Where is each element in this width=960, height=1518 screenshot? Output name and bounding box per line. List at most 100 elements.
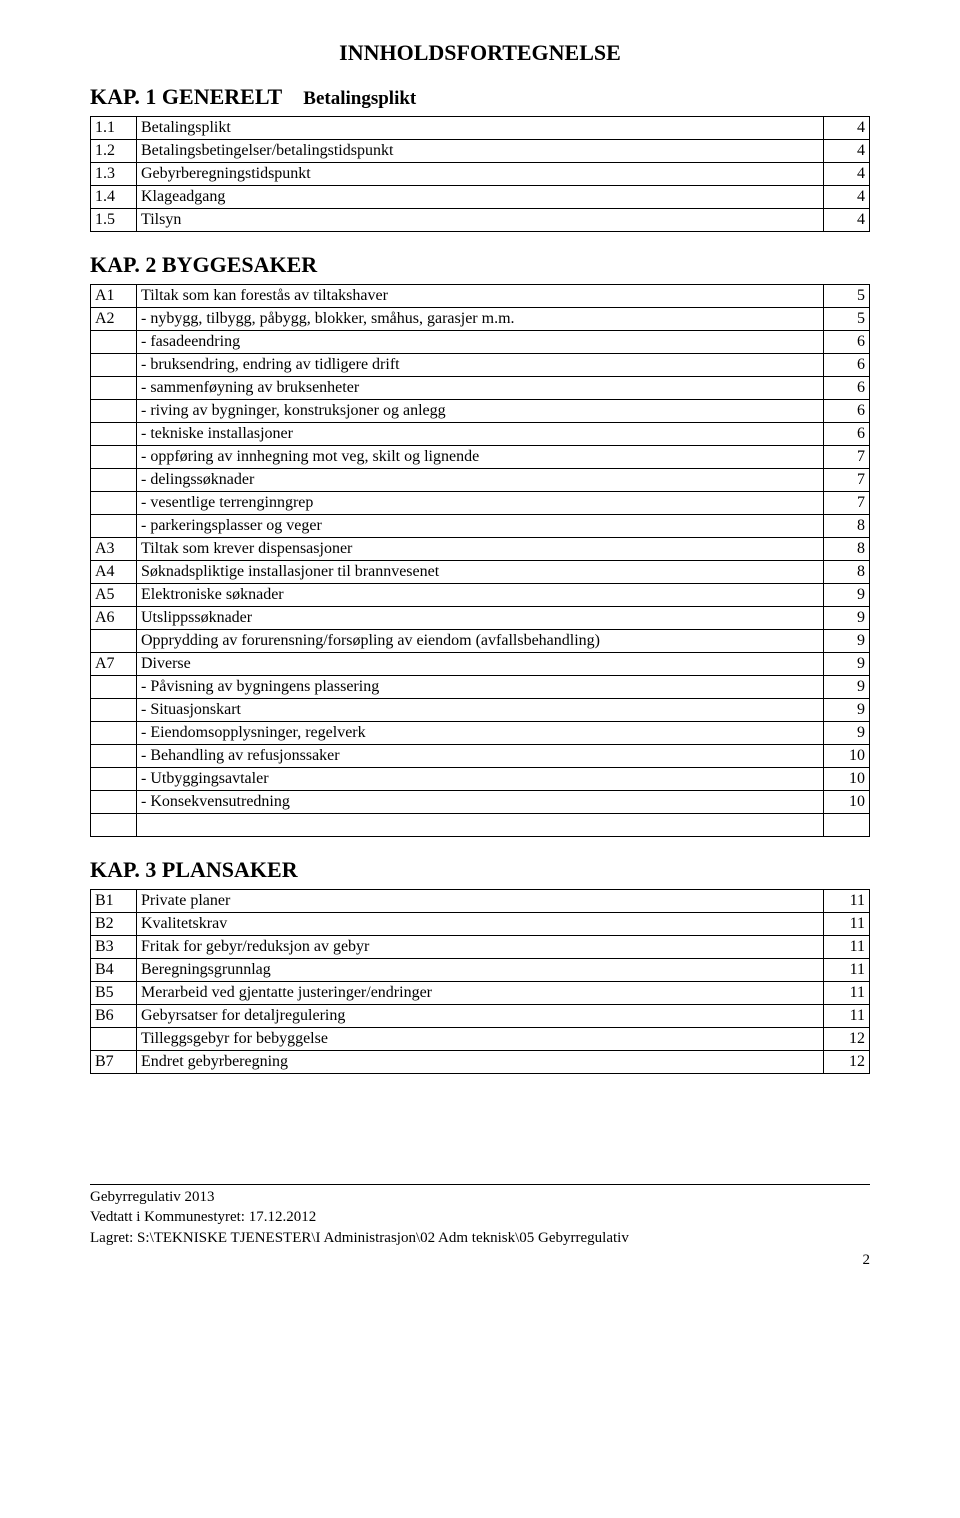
footer-line1: Gebyrregulativ 2013 xyxy=(90,1187,870,1207)
table-row: - riving av bygninger, konstruksjoner og… xyxy=(91,400,870,423)
table-row: A5 Elektroniske søknader 9 xyxy=(91,584,870,607)
row-code: B5 xyxy=(91,982,137,1005)
row-label: Opprydding av forurensning/forsøpling av… xyxy=(137,630,824,653)
row-label: Kvalitetskrav xyxy=(137,913,824,936)
row-code xyxy=(91,515,137,538)
row-page: 11 xyxy=(824,913,870,936)
kap2-tbody: A1 Tiltak som kan forestås av tiltakshav… xyxy=(91,285,870,837)
row-code: A1 xyxy=(91,285,137,308)
row-page: 8 xyxy=(824,538,870,561)
row-page: 4 xyxy=(824,186,870,209)
table-row: - bruksendring, endring av tidligere dri… xyxy=(91,354,870,377)
row-page: 11 xyxy=(824,982,870,1005)
row-code xyxy=(91,699,137,722)
row-label: Gebyrsatser for detaljregulering xyxy=(137,1005,824,1028)
kap3-tbody: B1 Private planer 11 B2 Kvalitetskrav 11… xyxy=(91,890,870,1074)
row-label: - fasadeendring xyxy=(137,331,824,354)
footer-rule xyxy=(90,1184,870,1185)
table-row: - oppføring av innhegning mot veg, skilt… xyxy=(91,446,870,469)
row-code: A6 xyxy=(91,607,137,630)
row-code: B3 xyxy=(91,936,137,959)
row-label: Tiltak som kan forestås av tiltakshaver xyxy=(137,285,824,308)
table-row: - Behandling av refusjonssaker 10 xyxy=(91,745,870,768)
table-row: - fasadeendring 6 xyxy=(91,331,870,354)
row-page: 5 xyxy=(824,308,870,331)
page-number: 2 xyxy=(90,1250,870,1270)
row-label: - Utbyggingsavtaler xyxy=(137,768,824,791)
row-label: Søknadspliktige installasjoner til brann… xyxy=(137,561,824,584)
row-code xyxy=(91,745,137,768)
row-label: Endret gebyrberegning xyxy=(137,1051,824,1074)
row-label: - nybygg, tilbygg, påbygg, blokker, småh… xyxy=(137,308,824,331)
table-row: - Situasjonskart 9 xyxy=(91,699,870,722)
kap1-heading: KAP. 1 GENERELT Betalingsplikt xyxy=(90,84,870,110)
table-row: A3 Tiltak som krever dispensasjoner 8 xyxy=(91,538,870,561)
row-page: 4 xyxy=(824,117,870,140)
row-code xyxy=(91,791,137,814)
row-label: - Eiendomsopplysninger, regelverk xyxy=(137,722,824,745)
row-code xyxy=(91,400,137,423)
table-row: A7 Diverse 9 xyxy=(91,653,870,676)
row-code: A2 xyxy=(91,308,137,331)
row-page: 11 xyxy=(824,936,870,959)
row-page: 11 xyxy=(824,890,870,913)
kap2-heading: KAP. 2 BYGGESAKER xyxy=(90,252,870,278)
row-label: Klageadgang xyxy=(137,186,824,209)
row-code: A5 xyxy=(91,584,137,607)
document-title: INNHOLDSFORTEGNELSE xyxy=(90,40,870,66)
kap1-subheading: Betalingsplikt xyxy=(303,88,416,109)
table-row: B6 Gebyrsatser for detaljregulering 11 xyxy=(91,1005,870,1028)
kap1-heading-text: KAP. 1 GENERELT xyxy=(90,84,282,109)
row-code xyxy=(91,630,137,653)
table-row: B1 Private planer 11 xyxy=(91,890,870,913)
row-page: 9 xyxy=(824,653,870,676)
table-row: B3 Fritak for gebyr/reduksjon av gebyr 1… xyxy=(91,936,870,959)
row-page: 9 xyxy=(824,676,870,699)
row-page: 11 xyxy=(824,959,870,982)
row-code: 1.1 xyxy=(91,117,137,140)
row-code: 1.3 xyxy=(91,163,137,186)
row-code xyxy=(91,423,137,446)
row-code: 1.5 xyxy=(91,209,137,232)
row-code xyxy=(91,469,137,492)
row-label: Tilsyn xyxy=(137,209,824,232)
row-page: 9 xyxy=(824,607,870,630)
row-label: Utslippssøknader xyxy=(137,607,824,630)
row-page: 7 xyxy=(824,469,870,492)
table-row: - delingssøknader 7 xyxy=(91,469,870,492)
row-page: 11 xyxy=(824,1005,870,1028)
row-page: 9 xyxy=(824,699,870,722)
row-code xyxy=(91,354,137,377)
row-label: Betalingsbetingelser/betalingstidspunkt xyxy=(137,140,824,163)
row-label: - delingssøknader xyxy=(137,469,824,492)
row-code xyxy=(91,446,137,469)
row-label: Betalingsplikt xyxy=(137,117,824,140)
row-label: - Påvisning av bygningens plassering xyxy=(137,676,824,699)
row-label: - oppføring av innhegning mot veg, skilt… xyxy=(137,446,824,469)
row-label: - riving av bygninger, konstruksjoner og… xyxy=(137,400,824,423)
table-row: - Påvisning av bygningens plassering 9 xyxy=(91,676,870,699)
row-label: - tekniske installasjoner xyxy=(137,423,824,446)
row-code: 1.4 xyxy=(91,186,137,209)
row-code: B1 xyxy=(91,890,137,913)
table-row: 1.4 Klageadgang 4 xyxy=(91,186,870,209)
table-row: Opprydding av forurensning/forsøpling av… xyxy=(91,630,870,653)
row-label: - bruksendring, endring av tidligere dri… xyxy=(137,354,824,377)
row-code: B6 xyxy=(91,1005,137,1028)
row-code xyxy=(91,768,137,791)
row-code: A7 xyxy=(91,653,137,676)
row-page: 12 xyxy=(824,1051,870,1074)
table-row xyxy=(91,814,870,837)
kap3-heading: KAP. 3 PLANSAKER xyxy=(90,857,870,883)
row-code: B2 xyxy=(91,913,137,936)
row-label: Diverse xyxy=(137,653,824,676)
table-row: 1.3 Gebyrberegningstidspunkt 4 xyxy=(91,163,870,186)
row-label: - Behandling av refusjonssaker xyxy=(137,745,824,768)
table-row: 1.5 Tilsyn 4 xyxy=(91,209,870,232)
row-code xyxy=(91,492,137,515)
kap3-table: B1 Private planer 11 B2 Kvalitetskrav 11… xyxy=(90,889,870,1074)
page-footer: Gebyrregulativ 2013 Vedtatt i Kommunesty… xyxy=(90,1184,870,1270)
row-page: 10 xyxy=(824,745,870,768)
row-code xyxy=(91,377,137,400)
row-page: 4 xyxy=(824,140,870,163)
